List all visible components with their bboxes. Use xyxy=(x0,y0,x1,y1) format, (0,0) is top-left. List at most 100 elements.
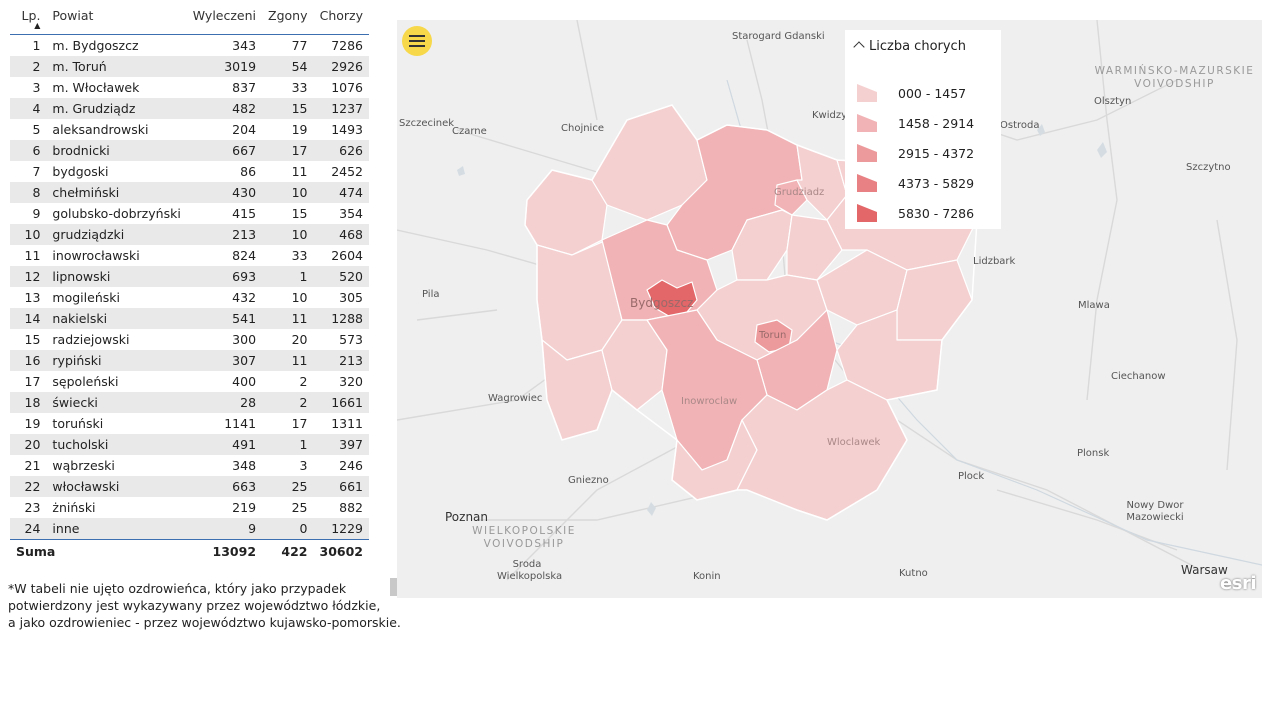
cell-lp: 21 xyxy=(24,458,41,473)
hamburger-menu-icon[interactable] xyxy=(402,26,432,56)
table-row[interactable]: 3 m. Włocławek 837 33 1076 xyxy=(10,77,369,98)
footnote-line: *W tabeli nie ujęto ozdrowieńca, który j… xyxy=(8,581,347,596)
legend-item-label: 1458 - 2914 xyxy=(898,116,975,131)
city-label-kwidzyn: Kwidzy xyxy=(812,110,848,121)
table-row[interactable]: 17 sępoleński 400 2 320 xyxy=(10,371,369,392)
column-header-wyleczeni[interactable]: Wyleczeni xyxy=(192,8,257,23)
cell-zgony: 10 xyxy=(291,227,308,242)
cell-zgony: 11 xyxy=(291,164,308,179)
city-label-poznan: Poznan xyxy=(445,510,489,524)
footnote-line: a jako ozdrowieniec - przez województwo … xyxy=(8,615,401,630)
city-label-plonsk: Plonsk xyxy=(1077,448,1110,459)
table-row[interactable]: 12 lipnowski 693 1 520 xyxy=(10,266,369,287)
cell-wyleczeni: 482 xyxy=(232,101,257,116)
legend-swatch-shape xyxy=(857,204,877,222)
cell-wyleczeni: 3019 xyxy=(224,59,257,74)
cell-powiat: aleksandrowski xyxy=(52,122,149,137)
table-row[interactable]: 1 m. Bydgoszcz 343 77 7286 xyxy=(10,35,369,57)
cell-chorzy: 397 xyxy=(339,437,363,452)
cell-chorzy: 1493 xyxy=(331,122,363,137)
table-row[interactable]: 8 chełmiński 430 10 474 xyxy=(10,182,369,203)
cell-wyleczeni: 491 xyxy=(232,437,257,452)
chevron-up-icon[interactable] xyxy=(853,41,865,53)
cell-lp: 19 xyxy=(24,416,41,431)
city-label-chojnice: Chojnice xyxy=(561,123,604,134)
legend-item-label: 2915 - 4372 xyxy=(898,146,975,161)
cell-zgony: 17 xyxy=(291,143,308,158)
table-row[interactable]: 21 wąbrzeski 348 3 246 xyxy=(10,455,369,476)
legend-item-label: 4373 - 5829 xyxy=(898,176,975,191)
column-header-powiat[interactable]: Powiat xyxy=(52,8,94,23)
table-scrollbar[interactable] xyxy=(390,578,397,596)
cell-powiat: inowrocławski xyxy=(52,248,140,263)
cell-wyleczeni: 300 xyxy=(232,332,257,347)
table-row[interactable]: 13 mogileński 432 10 305 xyxy=(10,287,369,308)
legend-swatch-shape xyxy=(857,144,877,162)
city-label-wagrowiec: Wagrowiec xyxy=(488,393,543,404)
cell-zgony: 10 xyxy=(291,290,308,305)
column-header-zgony[interactable]: Zgony xyxy=(268,8,308,23)
cell-wyleczeni: 1141 xyxy=(224,416,257,431)
cell-zgony: 33 xyxy=(291,80,308,95)
table-row[interactable]: 9 golubsko-dobrzyński 415 15 354 xyxy=(10,203,369,224)
cell-chorzy: 474 xyxy=(339,185,363,200)
city-label-lidzbark: Lidzbark xyxy=(973,256,1016,267)
powiat-layer xyxy=(524,104,978,521)
table-row[interactable]: 14 nakielski 541 11 1288 xyxy=(10,308,369,329)
powiat-rypinski[interactable] xyxy=(896,259,973,341)
table-row[interactable]: 5 aleksandrowski 204 19 1493 xyxy=(10,119,369,140)
table-row[interactable]: 19 toruński 1141 17 1311 xyxy=(10,413,369,434)
cell-wyleczeni: 693 xyxy=(232,269,257,284)
column-header-lp[interactable]: Lp. ▲ xyxy=(10,8,46,35)
powiat-wloclawski[interactable] xyxy=(736,379,908,521)
table-row[interactable]: 15 radziejowski 300 20 573 xyxy=(10,329,369,350)
cell-chorzy: 1237 xyxy=(331,101,363,116)
table-row[interactable]: 2 m. Toruń 3019 54 2926 xyxy=(10,56,369,77)
cell-lp: 12 xyxy=(24,269,41,284)
table-row[interactable]: 7 bydgoski 86 11 2452 xyxy=(10,161,369,182)
legend-header[interactable]: Liczba chorych xyxy=(853,39,966,54)
table-row[interactable]: 22 włocławski 663 25 661 xyxy=(10,476,369,497)
legend-swatch xyxy=(857,204,877,222)
column-header-chorzy[interactable]: Chorzy xyxy=(319,8,363,23)
cell-wyleczeni: 824 xyxy=(232,248,257,263)
cell-powiat: świecki xyxy=(52,395,98,410)
hamburger-bars xyxy=(409,35,425,47)
cell-wyleczeni: 213 xyxy=(232,227,257,242)
table-row[interactable]: 23 żniński 219 25 882 xyxy=(10,497,369,518)
cell-wyleczeni: 307 xyxy=(232,353,257,368)
cell-wyleczeni: 663 xyxy=(232,479,257,494)
legend-item-label: 000 - 1457 xyxy=(898,86,967,101)
esri-logo: esri xyxy=(1220,573,1256,594)
cell-powiat: włocławski xyxy=(52,479,120,494)
table-row[interactable]: 20 tucholski 491 1 397 xyxy=(10,434,369,455)
cell-zgony: 15 xyxy=(291,101,308,116)
voivodeship-outline xyxy=(524,104,978,521)
legend-swatch xyxy=(857,144,877,162)
cell-powiat: wąbrzeski xyxy=(52,458,115,473)
table-row[interactable]: 16 rypiński 307 11 213 xyxy=(10,350,369,371)
city-label-pila: Pila xyxy=(422,289,440,300)
map-view[interactable]: Starogard Gdanski Kwidzy Olsztyn Ostroda… xyxy=(397,20,1262,598)
legend-swatch-shape xyxy=(857,174,877,192)
cell-powiat: chełmiński xyxy=(52,185,120,200)
cell-wyleczeni: 348 xyxy=(232,458,257,473)
table-total-row: Suma 13092 422 30602 xyxy=(10,539,369,562)
city-label-szczecinek: Szczecinek xyxy=(399,118,455,129)
powiat-m-grudziadz[interactable] xyxy=(774,179,808,216)
cell-wyleczeni: 9 xyxy=(248,521,257,536)
cell-zgony: 25 xyxy=(291,479,308,494)
table-row[interactable]: 18 świecki 28 2 1661 xyxy=(10,392,369,413)
table-row[interactable]: 11 inowrocławski 824 33 2604 xyxy=(10,245,369,266)
cell-wyleczeni: 343 xyxy=(232,38,257,53)
powiat-m-bydgoszcz[interactable] xyxy=(646,279,698,321)
table-row[interactable]: 10 grudziądzki 213 10 468 xyxy=(10,224,369,245)
city-label-sroda: Sroda Wielkopolska xyxy=(497,559,563,582)
cell-chorzy: 354 xyxy=(339,206,363,221)
table-row[interactable]: 24 inne 9 0 1229 xyxy=(10,518,369,540)
city-label-konin: Konin xyxy=(693,571,721,582)
table-row[interactable]: 6 brodnicki 667 17 626 xyxy=(10,140,369,161)
cell-powiat: radziejowski xyxy=(52,332,130,347)
table-row[interactable]: 4 m. Grudziądz 482 15 1237 xyxy=(10,98,369,119)
region-label-wielkopolskie: WIELKOPOLSKIE VOIVODSHIP xyxy=(472,525,576,550)
